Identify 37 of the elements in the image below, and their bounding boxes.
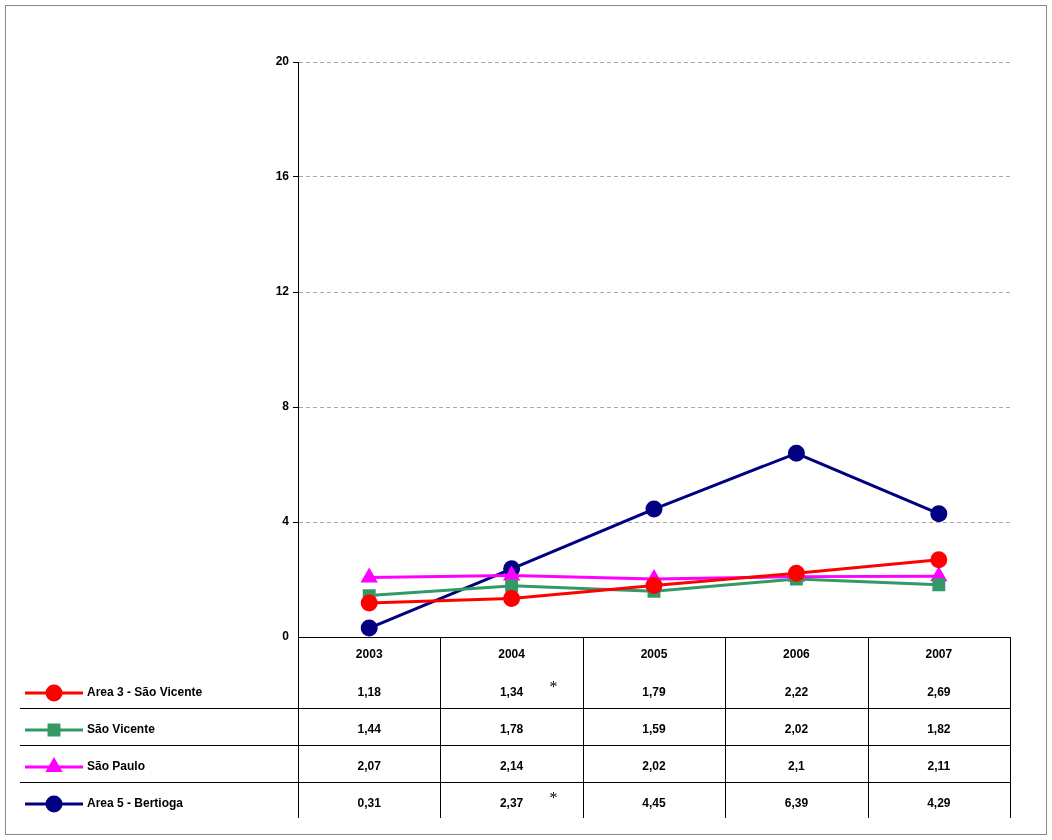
data-label: 2,22 bbox=[784, 685, 809, 700]
data-label: 1,34 bbox=[499, 685, 524, 700]
data-label: 1,44 bbox=[357, 722, 382, 737]
y-tick-label: 8 bbox=[282, 399, 290, 414]
legend-label: São Paulo bbox=[87, 759, 146, 774]
data-label: 1,59 bbox=[642, 722, 666, 737]
text: * bbox=[549, 789, 558, 807]
legend-label: Area 5 - Bertioga bbox=[87, 796, 184, 811]
data-label: 0,31 bbox=[357, 796, 382, 811]
data-label: 1,82 bbox=[927, 722, 951, 737]
data-label: 2,37 bbox=[499, 796, 524, 811]
data-label: 2,1 bbox=[788, 759, 806, 774]
data-label: 4,45 bbox=[642, 796, 666, 811]
y-tick-label: 4 bbox=[282, 514, 290, 529]
y-tick-label: 20 bbox=[275, 54, 290, 69]
legend-label: São Vicente bbox=[87, 722, 156, 737]
x-tick-label: 2005 bbox=[640, 646, 668, 661]
x-tick-label: 2003 bbox=[355, 646, 383, 661]
data-label: 1,18 bbox=[357, 685, 382, 700]
data-label: 2,02 bbox=[642, 759, 666, 774]
data-label: 1,79 bbox=[642, 685, 666, 700]
x-tick-label: 2006 bbox=[783, 646, 811, 661]
x-tick-label: 2007 bbox=[925, 646, 953, 661]
data-label: 6,39 bbox=[784, 796, 809, 811]
data-label: 2,07 bbox=[357, 759, 382, 774]
legend-label: Area 3 - São Vicente bbox=[87, 685, 203, 700]
data-label: 4,29 bbox=[927, 796, 951, 811]
text: * bbox=[549, 678, 558, 696]
data-label: 2,11 bbox=[927, 759, 951, 774]
y-tick-label: 12 bbox=[275, 284, 290, 299]
x-tick-label: 2004 bbox=[498, 646, 526, 661]
y-tick-label: 0 bbox=[282, 629, 290, 644]
data-label: 2,02 bbox=[784, 722, 809, 737]
data-label: 1,78 bbox=[499, 722, 524, 737]
data-label: 2,14 bbox=[499, 759, 524, 774]
y-tick-label: 16 bbox=[275, 169, 290, 184]
data-label: 2,69 bbox=[927, 685, 951, 700]
